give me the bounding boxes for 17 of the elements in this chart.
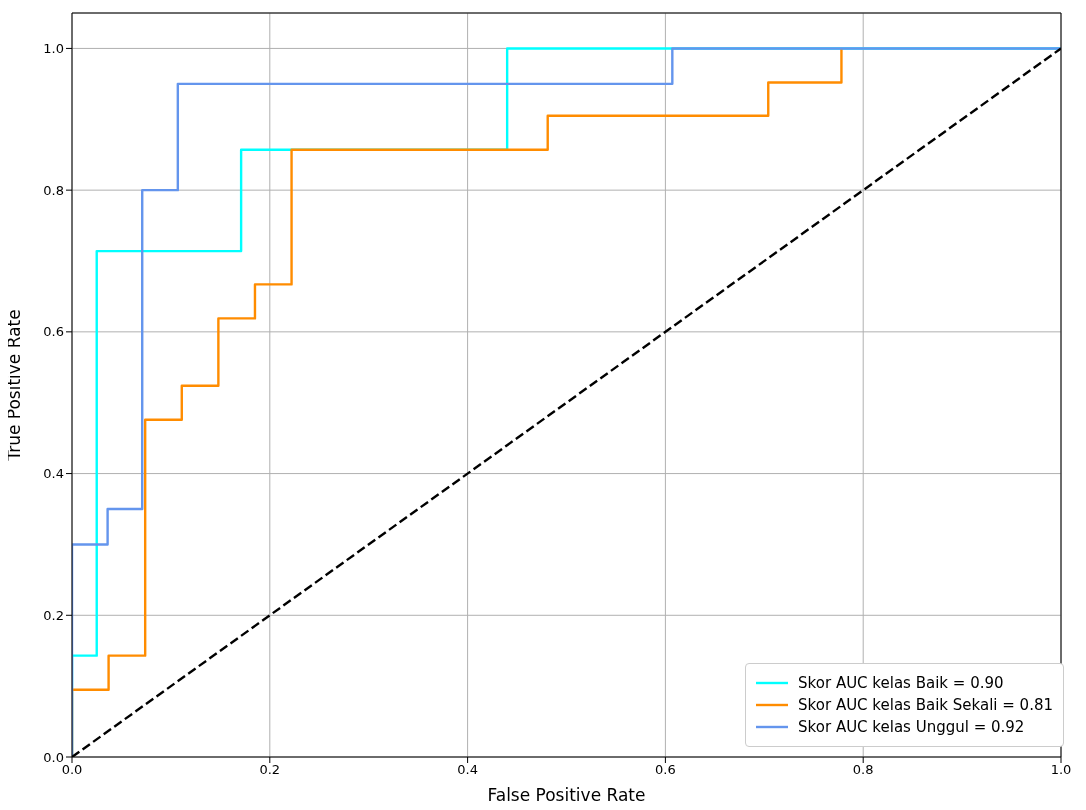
x-tick-label: 1.0 [1050, 762, 1072, 778]
y-tick-label: 0.4 [43, 466, 64, 482]
x-tick-label: 0.4 [457, 762, 478, 778]
y-tick-label: 0.6 [43, 324, 64, 340]
legend-label: Skor AUC kelas Baik = 0.90 [798, 674, 1004, 692]
legend-label: Skor AUC kelas Unggul = 0.92 [798, 718, 1025, 736]
y-axis-title: True Positive Rate [4, 309, 25, 462]
x-tick-label: 0.6 [655, 762, 676, 778]
y-tick-label: 0.2 [43, 607, 64, 623]
x-tick-label: 0.2 [259, 762, 281, 778]
y-tick-label: 0.8 [43, 182, 64, 198]
y-tick-label: 1.0 [43, 41, 64, 57]
y-tick-label: 0.0 [43, 749, 64, 765]
legend-label: Skor AUC kelas Baik Sekali = 0.81 [798, 696, 1053, 714]
x-axis-title: False Positive Rate [487, 785, 646, 805]
x-tick-label: 0.8 [852, 762, 874, 778]
x-tick-label: 0.0 [61, 762, 83, 778]
